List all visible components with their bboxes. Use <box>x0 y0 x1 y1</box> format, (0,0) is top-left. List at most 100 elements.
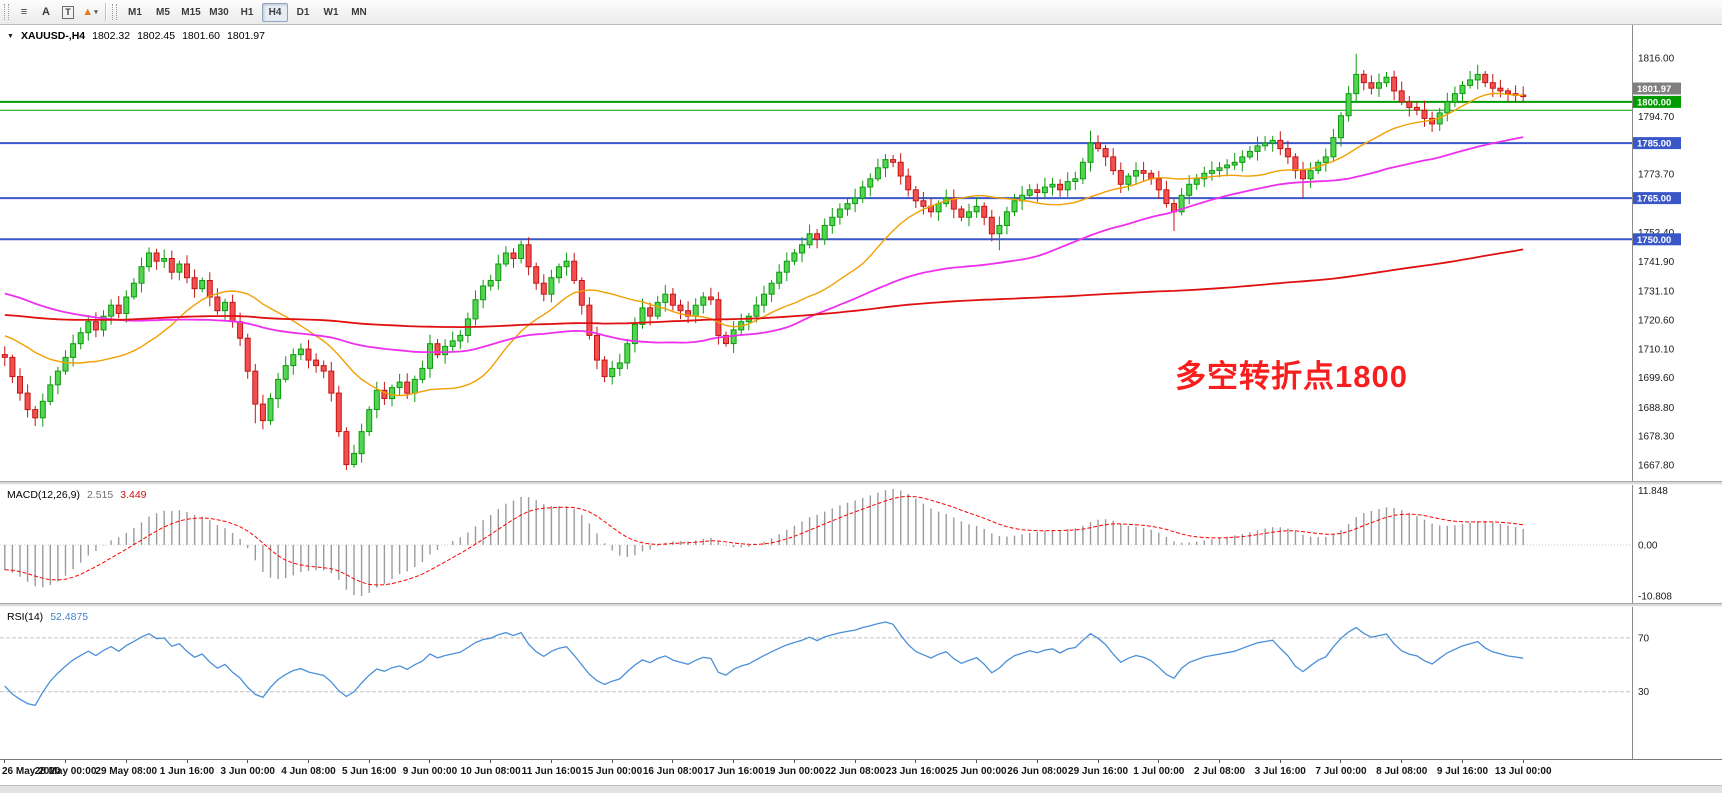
time-label: 29 May 08:00 <box>95 766 158 777</box>
time-label: 3 Jun 00:00 <box>220 766 275 777</box>
time-tick <box>1340 760 1342 763</box>
svg-text:1750.00: 1750.00 <box>1637 235 1671 246</box>
shapes-tool-icon-glyph: ▲ <box>82 6 94 18</box>
svg-text:1794.70: 1794.70 <box>1638 112 1675 123</box>
svg-text:1720.60: 1720.60 <box>1638 316 1675 327</box>
panel-splitter[interactable] <box>0 481 1722 485</box>
panel-splitter[interactable] <box>0 603 1722 607</box>
svg-text:1699.60: 1699.60 <box>1638 373 1675 384</box>
time-tick <box>1461 760 1463 763</box>
timeframe-m1-button[interactable]: M1 <box>122 3 148 22</box>
time-tick <box>915 760 917 763</box>
timeframe-h1-button[interactable]: H1 <box>234 3 260 22</box>
time-label: 8 Jul 08:00 <box>1376 766 1428 777</box>
timeframe-buttons: M1 M5 M15 M30 H1 H4 D1 W1 MN <box>121 2 373 22</box>
toolbar-separator <box>105 3 106 21</box>
macd-histogram-layer <box>4 489 1524 596</box>
main-chart-panel[interactable]: 1816.001805.201794.701773.701752.401741.… <box>0 25 1722 481</box>
time-label: 26 May 2020 <box>2 766 61 777</box>
toolbar-grip[interactable] <box>4 4 9 20</box>
window-bottom-edge <box>0 785 1722 793</box>
time-tick <box>793 760 795 763</box>
time-tick <box>733 760 735 763</box>
svg-text:1773.70: 1773.70 <box>1638 170 1675 181</box>
time-label: 23 Jun 16:00 <box>885 766 946 777</box>
timeframe-m30-button[interactable]: M30 <box>206 3 232 22</box>
time-tick <box>611 760 613 763</box>
time-tick <box>1036 760 1038 763</box>
time-label: 5 Jun 16:00 <box>341 766 397 777</box>
time-label: 1 Jun 16:00 <box>159 766 215 777</box>
time-label: 3 Jul 16:00 <box>1254 766 1306 777</box>
time-tick <box>1158 760 1160 763</box>
rsi-name: RSI(14) <box>7 611 44 623</box>
text-label-tool-icon[interactable]: T <box>57 2 79 22</box>
svg-text:1800.00: 1800.00 <box>1637 97 1671 108</box>
time-tick <box>672 760 674 763</box>
triangle-icon: ▼ <box>7 32 14 40</box>
timeframe-h4-button[interactable]: H4 <box>262 2 288 22</box>
time-tick <box>1401 760 1403 763</box>
quote-high: 1802.45 <box>137 30 176 42</box>
time-tick <box>368 760 370 763</box>
svg-text:1731.10: 1731.10 <box>1638 287 1675 298</box>
time-tick <box>186 760 188 763</box>
time-tick <box>429 760 431 763</box>
time-label: 15 Jun 00:00 <box>582 766 643 777</box>
cursor-lines-icon-glyph: ≡ <box>20 6 28 18</box>
chart-annotation-text: 多空转折点1800 <box>1175 359 1408 394</box>
time-label: 17 Jun 16:00 <box>703 766 764 777</box>
tool-buttons: ≡ A T ▲ ▾ <box>13 2 101 22</box>
time-tick <box>65 760 67 763</box>
time-tick <box>1279 760 1281 763</box>
timeframe-w1-button[interactable]: W1 <box>318 3 344 22</box>
ma-60-line <box>4 136 1524 354</box>
timeframe-mn-button[interactable]: MN <box>346 3 372 22</box>
toolbar-grip[interactable] <box>112 4 117 20</box>
svg-text:1801.97: 1801.97 <box>1637 84 1671 95</box>
time-label: 9 Jul 16:00 <box>1436 766 1489 777</box>
time-axis[interactable]: 26 May 2020 28 May 00:00 29 May 08:00 1 Jun… <box>0 759 1722 785</box>
macd-main-value: 2.515 <box>86 489 114 501</box>
ma-20-line <box>4 92 1524 397</box>
quote-close: 1801.97 <box>227 30 265 42</box>
toolbar: ≡ A T ▲ ▾ M1 M5 M15 M30 H1 H4 D1 W1 MN <box>0 0 1722 25</box>
dropdown-caret-icon: ▾ <box>94 9 98 16</box>
main-chart-canvas: 1816.001805.201794.701773.701752.401741.… <box>0 25 1681 481</box>
rsi-panel[interactable]: 70 30 RSI(14) 52.4875 <box>0 607 1722 759</box>
time-tick <box>1097 760 1099 763</box>
time-label: 9 Jun 00:00 <box>402 766 458 777</box>
text-label-tool-icon-glyph: T <box>62 5 74 19</box>
quote-symbol-period: XAUUSD-,H4 <box>20 30 86 42</box>
rsi-value: 52.4875 <box>50 611 89 623</box>
time-tick <box>247 760 249 763</box>
shapes-tool-icon[interactable]: ▲ ▾ <box>79 2 101 22</box>
time-label: 16 Jun 08:00 <box>642 766 703 777</box>
macd-name: MACD(12,26,9) <box>7 489 80 501</box>
ma-200-line <box>4 248 1524 329</box>
macd-signal-value: 3.449 <box>120 489 147 501</box>
quote-low: 1801.60 <box>182 30 221 42</box>
timeframe-m15-button[interactable]: M15 <box>178 3 204 22</box>
time-label: 1 Jul 00:00 <box>1133 766 1185 777</box>
svg-text:-10.808: -10.808 <box>1638 592 1672 603</box>
rsi-line <box>4 621 1524 707</box>
svg-text:1667.80: 1667.80 <box>1638 461 1675 472</box>
svg-text:1710.10: 1710.10 <box>1638 344 1675 355</box>
svg-text:1678.30: 1678.30 <box>1638 432 1675 443</box>
time-tick <box>125 760 127 763</box>
cursor-lines-icon[interactable]: ≡ <box>13 2 35 22</box>
timeframe-d1-button[interactable]: D1 <box>290 3 316 22</box>
arrow-tool-icon[interactable]: A <box>35 2 57 22</box>
time-label: 29 Jun 16:00 <box>1068 766 1129 777</box>
time-label: 25 Jun 00:00 <box>946 766 1007 777</box>
svg-text:1816.00: 1816.00 <box>1638 54 1675 65</box>
time-label: 11 Jun 16:00 <box>521 766 582 777</box>
macd-panel[interactable]: 11.848 0.00 -10.808 MACD(12,26,9) 2.515 3.… <box>0 485 1722 603</box>
time-label: 19 Jun 00:00 <box>764 766 825 777</box>
macd-canvas: 11.848 0.00 -10.808 <box>0 485 1672 603</box>
timeframe-m5-button[interactable]: M5 <box>150 3 176 22</box>
svg-text:70: 70 <box>1638 633 1650 644</box>
quote-open: 1802.32 <box>92 30 131 42</box>
